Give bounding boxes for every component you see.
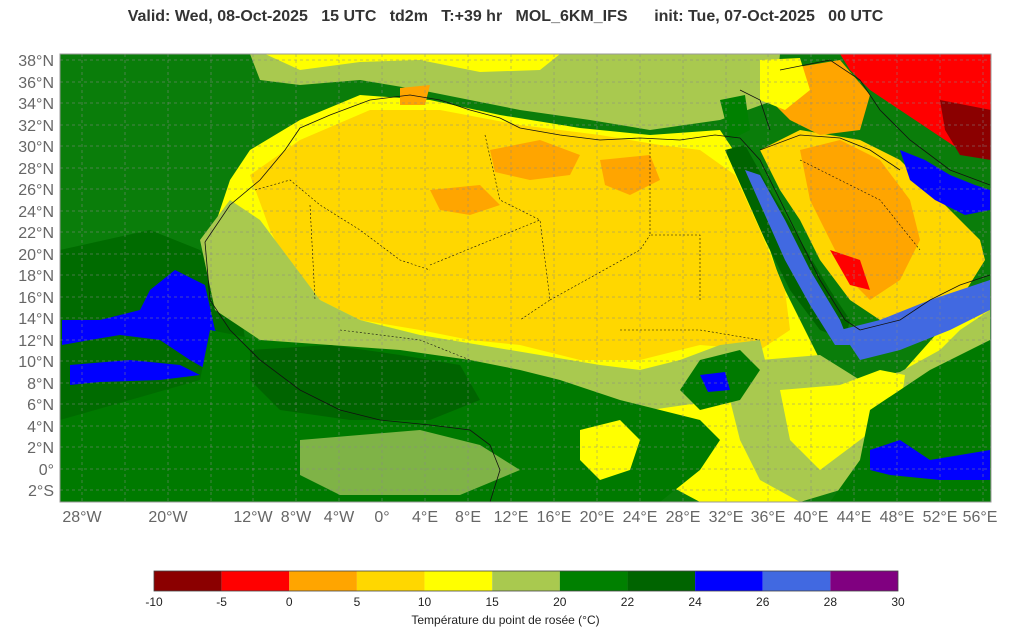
map-field	[60, 54, 991, 502]
lon-label: 28°W	[62, 509, 102, 526]
map-frame	[59, 53, 992, 503]
levant-yellow	[760, 58, 810, 110]
colorbar-tick-label: 20	[553, 595, 567, 609]
lon-label: 8°W	[281, 509, 312, 526]
lon-label: 4°E	[412, 509, 438, 526]
persian-gulf-blue	[900, 150, 990, 215]
congo-yellow-patch	[580, 420, 640, 480]
colorbar-segment	[695, 571, 763, 591]
colorbar: -10 -5 0 5 10 15 20 22 24 26 28 30	[145, 570, 905, 609]
lat-label: 36°N	[18, 75, 54, 92]
colorbar-segment	[424, 571, 493, 591]
colorbar-segment	[627, 571, 696, 591]
atlas-orange-patch	[400, 85, 430, 105]
sahara-orange-patch-east	[600, 155, 660, 195]
lon-label: 20°W	[148, 509, 188, 526]
arabia-red-patch	[830, 250, 870, 290]
colorbar-segment	[830, 571, 898, 591]
lat-lon-grid	[60, 54, 991, 502]
colorbar-tick-label: 5	[354, 595, 361, 609]
colorbar-tick-label: -5	[216, 595, 227, 609]
colorbar-tick-label: 30	[891, 595, 905, 609]
lon-label: 12°W	[233, 509, 273, 526]
lat-label: 0°	[39, 462, 54, 479]
lon-label: 8°E	[455, 509, 481, 526]
mediterranean-sea	[250, 54, 780, 130]
nile-delta-green	[720, 95, 750, 140]
lat-label: 20°N	[18, 247, 54, 264]
colorbar-segment	[221, 571, 290, 591]
coastlines-and-borders	[204, 59, 991, 503]
arabia-orange	[800, 140, 920, 300]
gulf-of-guinea-light-green	[300, 430, 520, 495]
country-borders	[254, 134, 921, 361]
lat-label: 24°N	[18, 204, 54, 221]
lake-victoria-blue	[700, 372, 730, 392]
iran-dark-red	[940, 100, 991, 160]
europe-yellow-patch	[265, 54, 560, 72]
lon-label: 24°E	[623, 509, 658, 526]
lat-label: 2°S	[28, 483, 54, 500]
lat-label: 34°N	[18, 96, 54, 113]
lat-label: 16°N	[18, 290, 54, 307]
lon-label: 32°E	[709, 509, 744, 526]
red-sea-blue	[745, 170, 850, 345]
lat-label: 18°N	[18, 268, 54, 285]
lat-label: 28°N	[18, 161, 54, 178]
indian-ocean-blue-patch	[870, 440, 990, 480]
colorbar-segment	[559, 571, 628, 591]
colorbar-frame	[153, 570, 899, 592]
lon-label: 36°E	[751, 509, 786, 526]
colorbar-segment	[492, 571, 560, 591]
lat-label: 26°N	[18, 182, 54, 199]
colorbar-tick-label: 0	[286, 595, 293, 609]
west-africa-dark-green	[250, 345, 480, 420]
colorbar-tick-label: 24	[688, 595, 702, 609]
lon-label: 12°E	[494, 509, 529, 526]
lat-label: 22°N	[18, 225, 54, 242]
sahara-orange-patch-central	[430, 185, 500, 215]
lon-label: 40°E	[794, 509, 829, 526]
lon-label: 56°E	[963, 509, 998, 526]
colorbar-title: Température du point de rosée (°C)	[411, 613, 600, 627]
lat-label: 8°N	[27, 376, 54, 393]
lat-label: 2°N	[27, 440, 54, 457]
lat-label: 38°N	[18, 53, 54, 70]
lon-label: 44°E	[837, 509, 872, 526]
lon-label: 28°E	[666, 509, 701, 526]
colorbar-tick-label: 22	[621, 595, 635, 609]
lat-axis: 38°N 36°N 34°N 32°N 30°N 28°N 26°N 24°N …	[18, 53, 54, 500]
atlantic-blue-streak	[70, 360, 200, 385]
colorbar-segment	[289, 571, 357, 591]
lat-label: 6°N	[27, 397, 54, 414]
lon-label: 4°W	[324, 509, 355, 526]
map-title: Valid: Wed, 08-Oct-2025 15 UTC td2m T:+3…	[127, 8, 884, 25]
colorbar-tick-label: 15	[486, 595, 500, 609]
lat-label: 4°N	[27, 419, 54, 436]
lat-label: 10°N	[18, 354, 54, 371]
lat-label: 30°N	[18, 139, 54, 156]
colorbar-tick-label: 10	[418, 595, 432, 609]
lon-label: 52°E	[923, 509, 958, 526]
lon-label: 20°E	[580, 509, 615, 526]
atlantic-blue-plume	[62, 270, 245, 385]
colorbar-tick-label: 26	[756, 595, 770, 609]
lon-axis: 28°W 20°W 12°W 8°W 4°W 0° 4°E 8°E 12°E 1…	[62, 509, 997, 526]
sahara-orange-patch-north	[490, 140, 580, 180]
lon-label: 0°	[374, 509, 389, 526]
lon-label: 48°E	[880, 509, 915, 526]
colorbar-segment	[356, 571, 425, 591]
lat-label: 32°N	[18, 118, 54, 135]
colorbar-tick-label: 28	[824, 595, 838, 609]
colorbar-tick-label: -10	[145, 595, 163, 609]
lon-label: 16°E	[537, 509, 572, 526]
colorbar-segment	[154, 571, 222, 591]
lat-label: 12°N	[18, 333, 54, 350]
colorbar-segment	[762, 571, 831, 591]
lat-label: 14°N	[18, 311, 54, 328]
